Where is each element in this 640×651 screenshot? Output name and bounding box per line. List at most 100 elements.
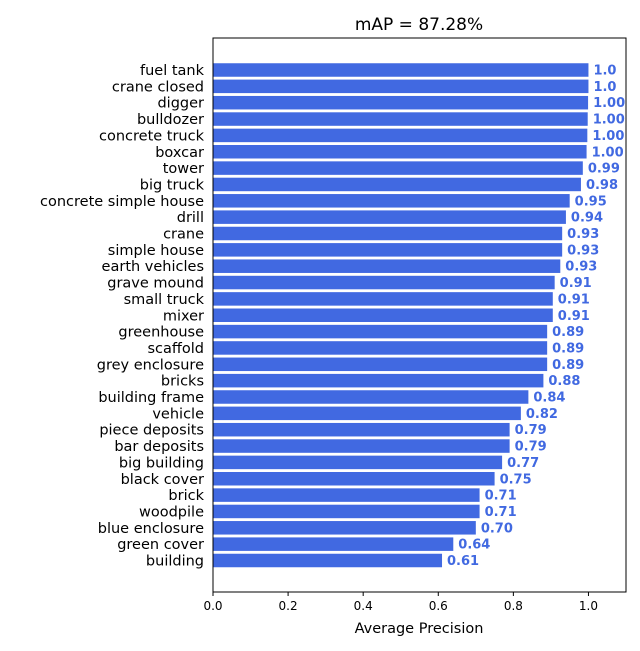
category-label: digger xyxy=(157,96,204,112)
value-label: 0.77 xyxy=(507,456,539,471)
category-label: crane xyxy=(163,227,204,243)
category-label: green cover xyxy=(117,537,204,553)
value-label: 0.93 xyxy=(565,260,597,275)
bar xyxy=(213,79,589,94)
category-label: bulldozer xyxy=(137,112,204,128)
category-label: fuel tank xyxy=(140,63,205,79)
value-label: 0.70 xyxy=(481,521,513,536)
category-label: crane closed xyxy=(112,79,204,95)
category-label: scaffold xyxy=(147,341,204,357)
value-label: 0.82 xyxy=(526,407,558,422)
category-label: black cover xyxy=(121,472,204,488)
category-label: building xyxy=(146,554,204,570)
category-label: small truck xyxy=(124,292,205,308)
value-label: 1.0 xyxy=(593,64,616,79)
category-label: earth vehicles xyxy=(102,259,204,275)
category-label: brick xyxy=(168,488,204,504)
value-label: 0.71 xyxy=(485,489,517,504)
bar xyxy=(213,243,563,257)
category-label: piece deposits xyxy=(99,423,204,439)
value-label: 1.00 xyxy=(593,113,625,128)
plot-frame xyxy=(212,37,627,593)
bar xyxy=(213,95,589,110)
bar xyxy=(213,292,553,306)
value-label: 0.91 xyxy=(558,309,590,324)
bar xyxy=(213,112,588,126)
bar xyxy=(213,553,443,568)
category-label: boxcar xyxy=(155,145,204,161)
bar xyxy=(213,259,561,273)
bar xyxy=(213,194,570,208)
value-label: 0.91 xyxy=(558,292,590,307)
bar xyxy=(213,422,510,437)
category-label: bricks xyxy=(161,374,204,390)
bar xyxy=(213,341,548,355)
bar xyxy=(213,324,548,339)
x-tick-label: 0.8 xyxy=(504,599,523,613)
value-label: 0.79 xyxy=(515,440,547,455)
category-label: concrete simple house xyxy=(40,194,204,210)
value-label: 0.94 xyxy=(571,211,603,226)
bar xyxy=(213,472,495,486)
value-label: 0.88 xyxy=(548,374,580,389)
category-label: simple house xyxy=(108,243,204,259)
x-axis-ticks: 0.0 0.2 0.4 0.6 0.8 1.0 xyxy=(203,592,598,613)
bar xyxy=(213,357,548,372)
bar xyxy=(213,537,454,551)
bar xyxy=(213,308,553,322)
category-label: mixer xyxy=(163,308,204,324)
category-label: big truck xyxy=(140,177,205,193)
x-tick-label: 1.0 xyxy=(579,599,598,613)
x-tick-label: 0.6 xyxy=(429,599,448,613)
bar xyxy=(213,390,529,404)
value-label: 0.89 xyxy=(552,325,584,340)
category-label: bar deposits xyxy=(114,439,204,455)
category-label: tower xyxy=(163,161,204,177)
category-label: blue enclosure xyxy=(98,521,204,537)
bar xyxy=(213,161,583,175)
bar xyxy=(213,439,510,453)
category-label: woodpile xyxy=(139,504,204,520)
value-label: 1.00 xyxy=(592,145,624,160)
value-label: 1.00 xyxy=(592,129,624,144)
bar xyxy=(213,128,588,143)
value-labels: 1.01.01.001.001.001.000.990.980.950.940.… xyxy=(447,64,625,570)
value-label: 1.0 xyxy=(593,80,616,95)
bar xyxy=(213,455,503,470)
bar xyxy=(213,373,544,388)
bar xyxy=(213,275,555,290)
x-tick-label: 0.4 xyxy=(354,599,373,613)
value-label: 0.79 xyxy=(515,423,547,438)
value-label: 0.93 xyxy=(567,243,599,258)
value-label: 0.91 xyxy=(560,276,592,291)
bar xyxy=(213,63,589,77)
value-label: 0.98 xyxy=(586,178,618,193)
bar xyxy=(213,504,480,519)
value-label: 0.75 xyxy=(500,472,532,487)
chart-title: mAP = 87.28% xyxy=(355,15,483,35)
bar xyxy=(213,210,566,224)
bar xyxy=(213,145,587,159)
bar xyxy=(213,488,480,502)
bar xyxy=(213,406,521,421)
category-label: greenhouse xyxy=(118,325,204,341)
value-label: 0.89 xyxy=(552,358,584,373)
category-label: vehicle xyxy=(152,406,204,422)
category-label: building frame xyxy=(98,390,204,406)
category-label: drill xyxy=(177,210,204,226)
bar xyxy=(213,521,476,535)
bar xyxy=(213,177,581,192)
x-axis-label: Average Precision xyxy=(355,621,484,637)
value-label: 0.71 xyxy=(485,505,517,520)
category-label: grave mound xyxy=(107,276,204,292)
value-label: 0.84 xyxy=(533,391,565,406)
value-label: 0.93 xyxy=(567,227,599,242)
value-label: 0.89 xyxy=(552,341,584,356)
x-tick-label: 0.2 xyxy=(279,599,298,613)
category-label: grey enclosure xyxy=(97,357,204,373)
value-label: 0.61 xyxy=(447,554,479,569)
category-label: concrete truck xyxy=(99,128,205,144)
